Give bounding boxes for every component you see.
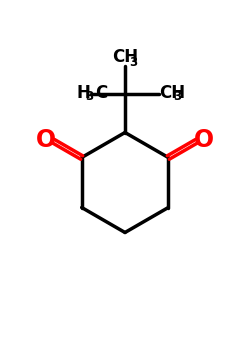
Text: O: O (36, 128, 56, 152)
Text: H: H (76, 84, 90, 101)
Text: C: C (95, 84, 107, 101)
Text: O: O (194, 128, 214, 152)
Text: CH: CH (160, 84, 186, 101)
Text: 3: 3 (85, 91, 93, 104)
Text: CH: CH (112, 48, 138, 66)
Text: 3: 3 (130, 56, 138, 69)
Text: 3: 3 (173, 91, 182, 104)
